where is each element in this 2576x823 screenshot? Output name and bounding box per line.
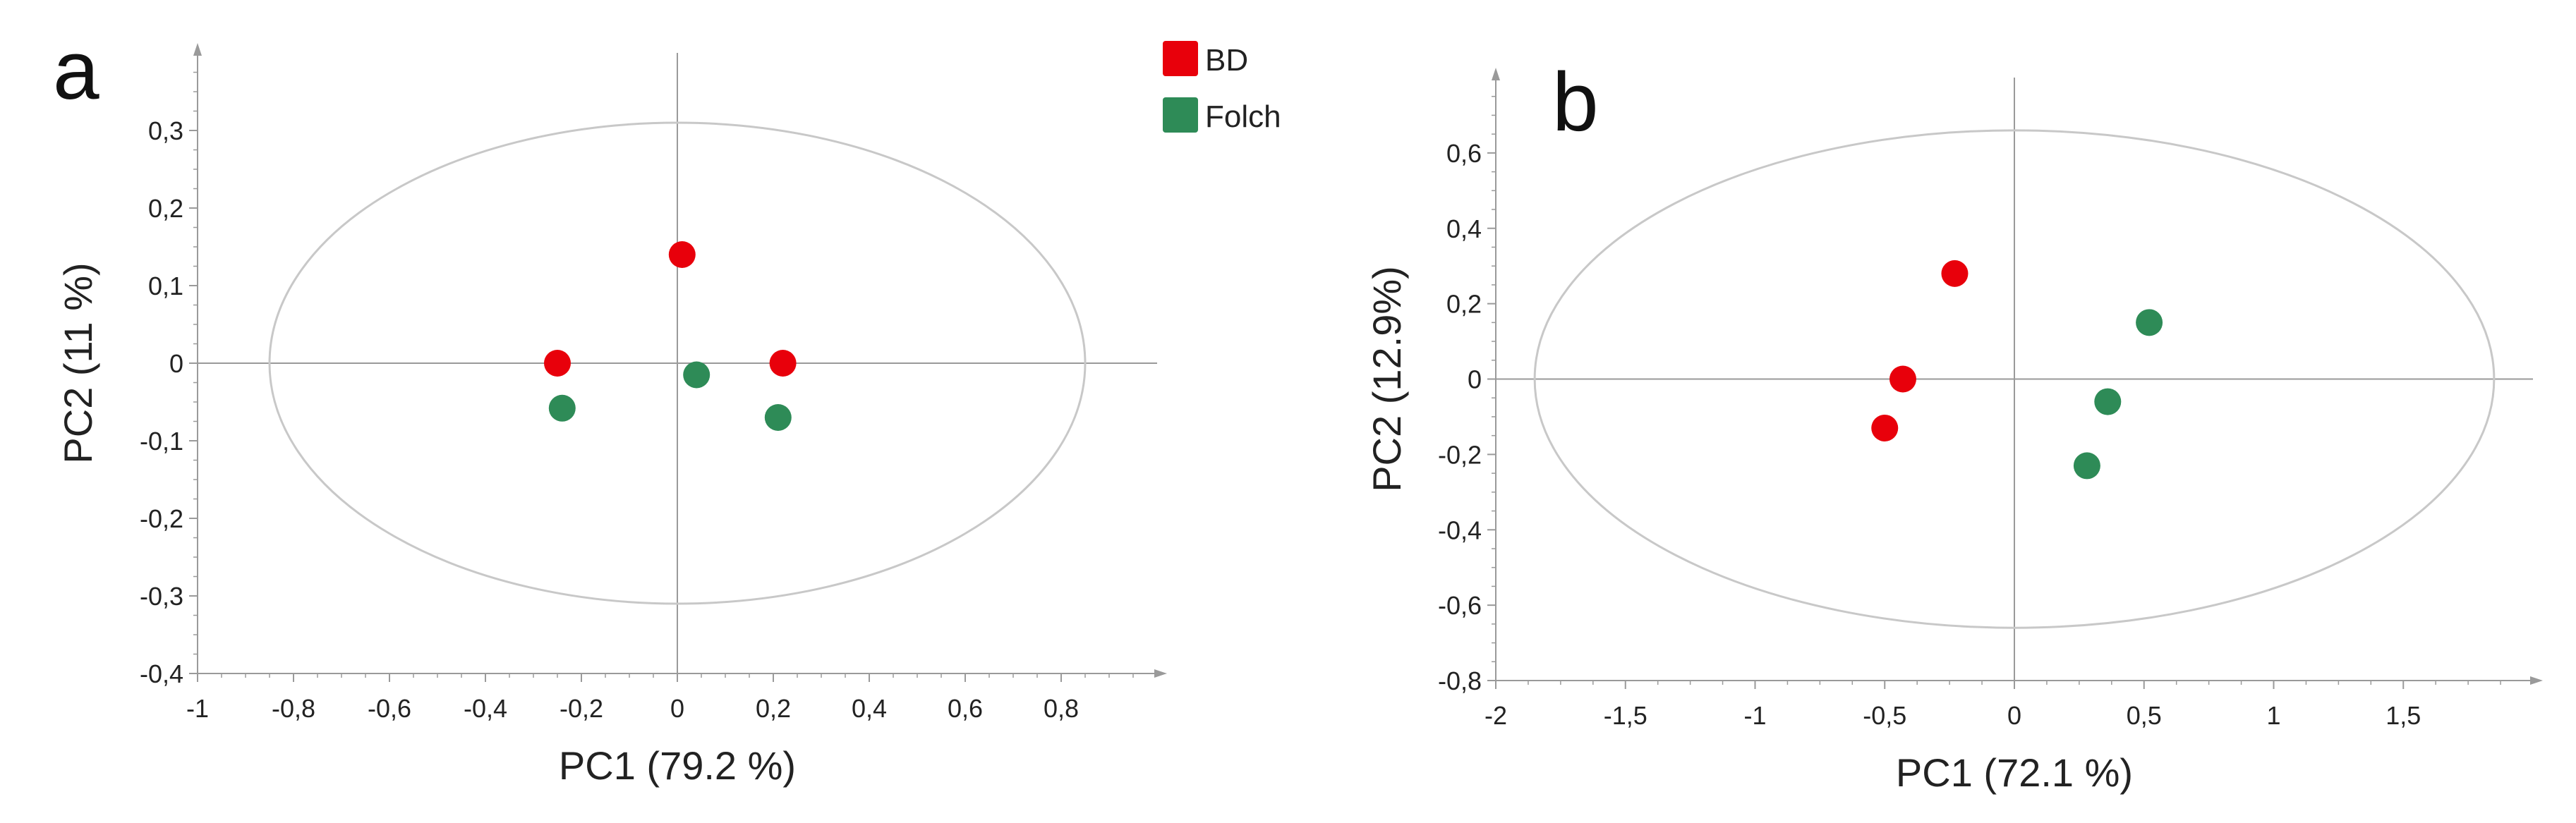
point-bd-a <box>544 350 571 377</box>
x-tick-label-b: -0,5 <box>1863 701 1906 730</box>
point-bd-b <box>1941 260 1969 287</box>
y-tick-label-a: 0,1 <box>148 272 183 300</box>
panel-a-plot: -1 -0,8 -0,6 -0,4 -0,2 0 0,2 0,4 0,6 0,8 -0,4 -0,3 -… <box>53 24 1167 788</box>
y-tick-label-b: -0,4 <box>1438 516 1482 544</box>
x-tick-label-b: -2 <box>1484 701 1507 730</box>
x-tick-label-a: -0,2 <box>560 694 603 723</box>
x-tick-label-a: 0,8 <box>1044 694 1079 723</box>
x-axis-arrow-b <box>2530 676 2543 685</box>
x-tick-label-a: -1 <box>186 694 209 723</box>
x-tick-label-a: 0,6 <box>948 694 983 723</box>
x-tick-label-a: -0,6 <box>368 694 411 723</box>
x-tick-label-b: 1,5 <box>2385 701 2421 730</box>
y-tick-label-b: -0,8 <box>1438 666 1482 695</box>
x-tick-label-a: -0,4 <box>464 694 507 723</box>
x-tick-label-a: 0,4 <box>852 694 887 723</box>
y-tick-label-a: -0,2 <box>140 504 183 533</box>
x-tick-label-b: 0 <box>2007 701 2021 730</box>
x-tick-label-a: 0,2 <box>756 694 791 723</box>
x-tick-label-b: 1 <box>2266 701 2280 730</box>
y-tick-label-a: -0,1 <box>140 427 183 456</box>
y-tick-label-b: -0,2 <box>1438 440 1482 469</box>
hotelling-ellipse-b <box>1533 129 2496 629</box>
point-bd-a <box>769 350 797 377</box>
point-folch-a <box>764 404 792 431</box>
y-axis-arrow-b <box>1492 68 1500 80</box>
y-axis-label-b: PC2 (12.9%) <box>1365 266 1409 492</box>
y-tick-label-b: 0,2 <box>1446 290 1482 319</box>
y-tick-label-a: -0,4 <box>140 659 183 688</box>
y-tick-label-b: 0,6 <box>1446 139 1482 168</box>
x-tick-label-b: -1,5 <box>1604 701 1647 730</box>
panel-b-plot: -2 -1,5 -1 -0,5 0 0,5 1 1,5 -0,8 -0,6 -0,4 -0,2 0 0,2… <box>1365 56 2543 795</box>
y-tick-label-a: 0,2 <box>148 194 183 223</box>
point-bd-b <box>1871 414 1899 441</box>
x-tick-label-a: 0 <box>670 694 684 723</box>
y-tick-label-b: 0,4 <box>1446 214 1482 243</box>
y-tick-label-a: 0 <box>169 349 183 378</box>
legend-swatch-bd <box>1163 41 1198 76</box>
y-tick-label-a: -0,3 <box>140 582 183 611</box>
y-axis-label-a: PC2 (11 %) <box>56 262 100 463</box>
point-bd-a <box>668 241 696 268</box>
legend: BD Folch <box>1163 41 1281 134</box>
hotelling-ellipse-a <box>268 121 1087 605</box>
x-axis-label-a: PC1 (79.2 %) <box>559 743 796 788</box>
legend-label-folch: Folch <box>1205 99 1281 134</box>
x-tick-label-b: -1 <box>1743 701 1766 730</box>
x-tick-label-b: 0,5 <box>2127 701 2162 730</box>
x-tick-label-a: -0,8 <box>272 694 315 723</box>
y-tick-label-a: 0,3 <box>148 116 183 145</box>
legend-swatch-folch <box>1163 97 1198 133</box>
y-tick-label-b: 0 <box>1468 365 1482 394</box>
panel-letter-a: a <box>53 24 99 117</box>
point-bd-b <box>1889 365 1916 393</box>
x-axis-arrow-a <box>1154 669 1167 678</box>
legend-label-bd: BD <box>1205 43 1248 78</box>
point-folch-b <box>2094 388 2122 415</box>
point-folch-a <box>548 394 576 422</box>
point-folch-b <box>2136 309 2163 336</box>
point-folch-a <box>683 361 710 389</box>
y-axis-arrow-a <box>193 43 202 56</box>
y-tick-label-b: -0,6 <box>1438 591 1482 620</box>
panel-letter-b: b <box>1552 56 1599 149</box>
point-folch-b <box>2073 452 2100 480</box>
x-axis-label-b: PC1 (72.1 %) <box>1896 750 2133 795</box>
